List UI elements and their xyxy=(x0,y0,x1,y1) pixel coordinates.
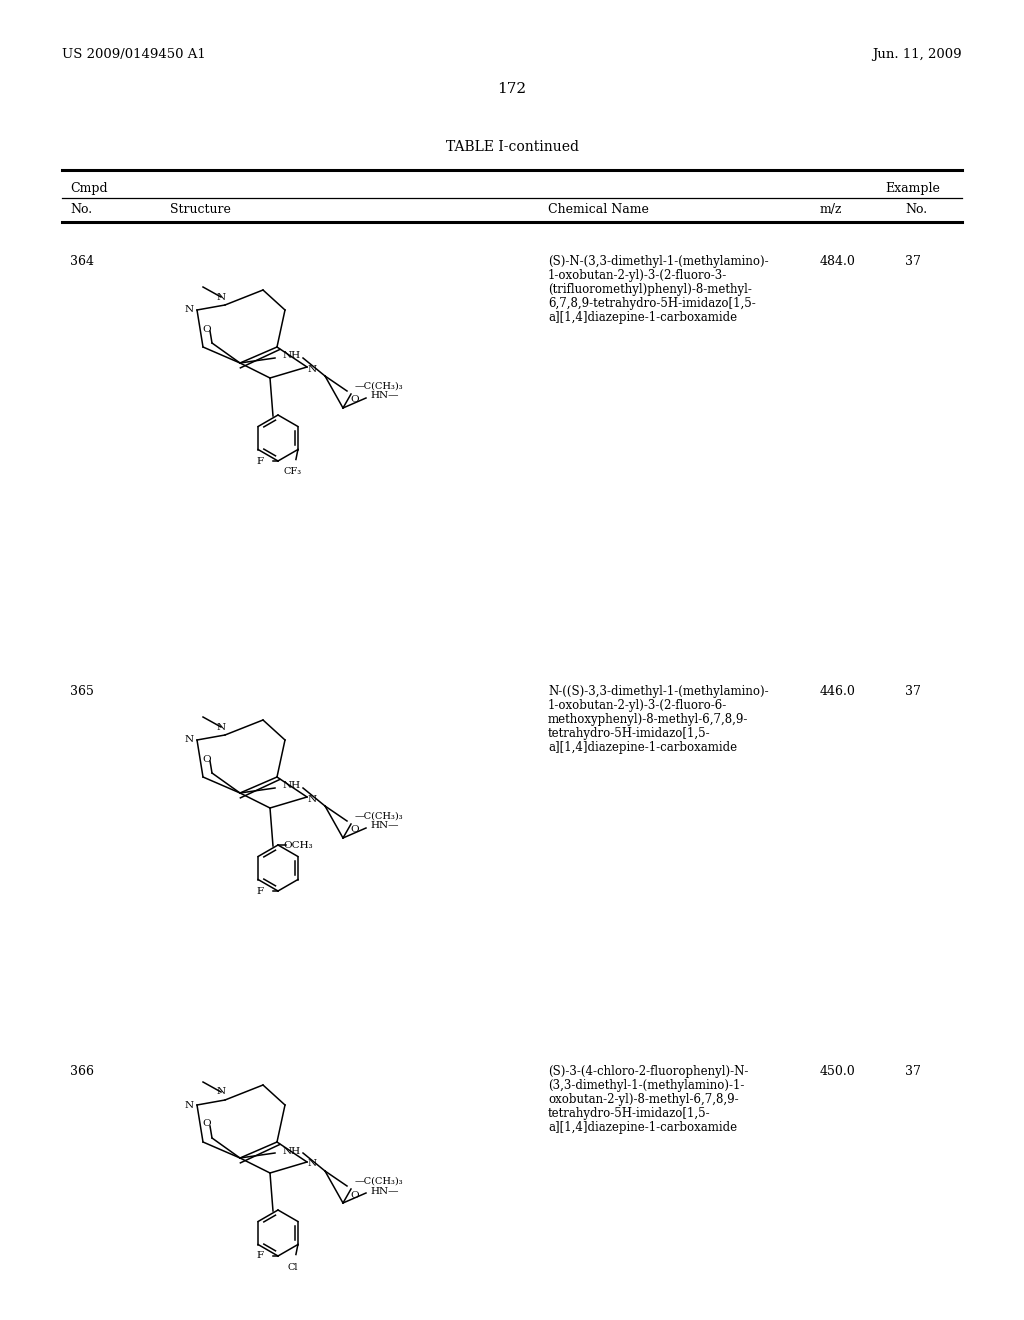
Text: 364: 364 xyxy=(70,255,94,268)
Text: 366: 366 xyxy=(70,1065,94,1078)
Text: O: O xyxy=(350,825,359,834)
Text: Cmpd: Cmpd xyxy=(70,182,108,195)
Text: US 2009/0149450 A1: US 2009/0149450 A1 xyxy=(62,48,206,61)
Text: (S)-N-(3,3-dimethyl-1-(methylamino)-: (S)-N-(3,3-dimethyl-1-(methylamino)- xyxy=(548,255,769,268)
Text: N: N xyxy=(184,305,194,314)
Text: —C(CH₃)₃: —C(CH₃)₃ xyxy=(355,381,403,391)
Text: 446.0: 446.0 xyxy=(820,685,856,698)
Text: No.: No. xyxy=(70,203,92,216)
Text: oxobutan-2-yl)-8-methyl-6,7,8,9-: oxobutan-2-yl)-8-methyl-6,7,8,9- xyxy=(548,1093,738,1106)
Text: m/z: m/z xyxy=(820,203,843,216)
Text: O: O xyxy=(203,325,211,334)
Text: 365: 365 xyxy=(70,685,94,698)
Text: N: N xyxy=(307,1159,316,1168)
Text: (3,3-dimethyl-1-(methylamino)-1-: (3,3-dimethyl-1-(methylamino)-1- xyxy=(548,1078,744,1092)
Text: HN—: HN— xyxy=(370,1187,398,1196)
Text: —C(CH₃)₃: —C(CH₃)₃ xyxy=(355,812,403,821)
Text: a][1,4]diazepine-1-carboxamide: a][1,4]diazepine-1-carboxamide xyxy=(548,741,737,754)
Text: O: O xyxy=(203,755,211,763)
Text: HN—: HN— xyxy=(370,392,398,400)
Text: 172: 172 xyxy=(498,82,526,96)
Text: HN—: HN— xyxy=(370,821,398,830)
Text: 37: 37 xyxy=(905,685,921,698)
Text: Cl: Cl xyxy=(288,1262,298,1271)
Text: 6,7,8,9-tetrahydro-5H-imidazo[1,5-: 6,7,8,9-tetrahydro-5H-imidazo[1,5- xyxy=(548,297,756,310)
Text: 37: 37 xyxy=(905,1065,921,1078)
Text: N: N xyxy=(184,735,194,744)
Text: OCH₃: OCH₃ xyxy=(283,841,312,850)
Text: (S)-3-(4-chloro-2-fluorophenyl)-N-: (S)-3-(4-chloro-2-fluorophenyl)-N- xyxy=(548,1065,749,1078)
Text: O: O xyxy=(350,396,359,404)
Text: TABLE I-continued: TABLE I-continued xyxy=(445,140,579,154)
Text: 1-oxobutan-2-yl)-3-(2-fluoro-6-: 1-oxobutan-2-yl)-3-(2-fluoro-6- xyxy=(548,700,727,711)
Text: 450.0: 450.0 xyxy=(820,1065,856,1078)
Text: N: N xyxy=(216,722,225,731)
Text: N: N xyxy=(307,795,316,804)
Text: a][1,4]diazepine-1-carboxamide: a][1,4]diazepine-1-carboxamide xyxy=(548,312,737,323)
Text: N: N xyxy=(307,364,316,374)
Text: No.: No. xyxy=(905,203,927,216)
Text: —C(CH₃)₃: —C(CH₃)₃ xyxy=(355,1176,403,1185)
Text: F: F xyxy=(257,887,264,895)
Text: 484.0: 484.0 xyxy=(820,255,856,268)
Text: (trifluoromethyl)phenyl)-8-methyl-: (trifluoromethyl)phenyl)-8-methyl- xyxy=(548,282,752,296)
Text: O: O xyxy=(203,1119,211,1129)
Text: NH: NH xyxy=(283,1147,301,1155)
Text: N: N xyxy=(184,1101,194,1110)
Text: O: O xyxy=(350,1191,359,1200)
Text: Jun. 11, 2009: Jun. 11, 2009 xyxy=(872,48,962,61)
Text: F: F xyxy=(257,457,264,466)
Text: N: N xyxy=(216,293,225,301)
Text: tetrahydro-5H-imidazo[1,5-: tetrahydro-5H-imidazo[1,5- xyxy=(548,1107,711,1119)
Text: CF₃: CF₃ xyxy=(284,467,302,477)
Text: a][1,4]diazepine-1-carboxamide: a][1,4]diazepine-1-carboxamide xyxy=(548,1121,737,1134)
Text: NH: NH xyxy=(283,781,301,791)
Text: NH: NH xyxy=(283,351,301,360)
Text: 37: 37 xyxy=(905,255,921,268)
Text: Example: Example xyxy=(885,182,940,195)
Text: Structure: Structure xyxy=(170,203,230,216)
Text: F: F xyxy=(257,1251,264,1261)
Text: N: N xyxy=(216,1088,225,1097)
Text: tetrahydro-5H-imidazo[1,5-: tetrahydro-5H-imidazo[1,5- xyxy=(548,727,711,741)
Text: 1-oxobutan-2-yl)-3-(2-fluoro-3-: 1-oxobutan-2-yl)-3-(2-fluoro-3- xyxy=(548,269,727,282)
Text: methoxyphenyl)-8-methyl-6,7,8,9-: methoxyphenyl)-8-methyl-6,7,8,9- xyxy=(548,713,749,726)
Text: N-((S)-3,3-dimethyl-1-(methylamino)-: N-((S)-3,3-dimethyl-1-(methylamino)- xyxy=(548,685,769,698)
Text: Chemical Name: Chemical Name xyxy=(548,203,649,216)
